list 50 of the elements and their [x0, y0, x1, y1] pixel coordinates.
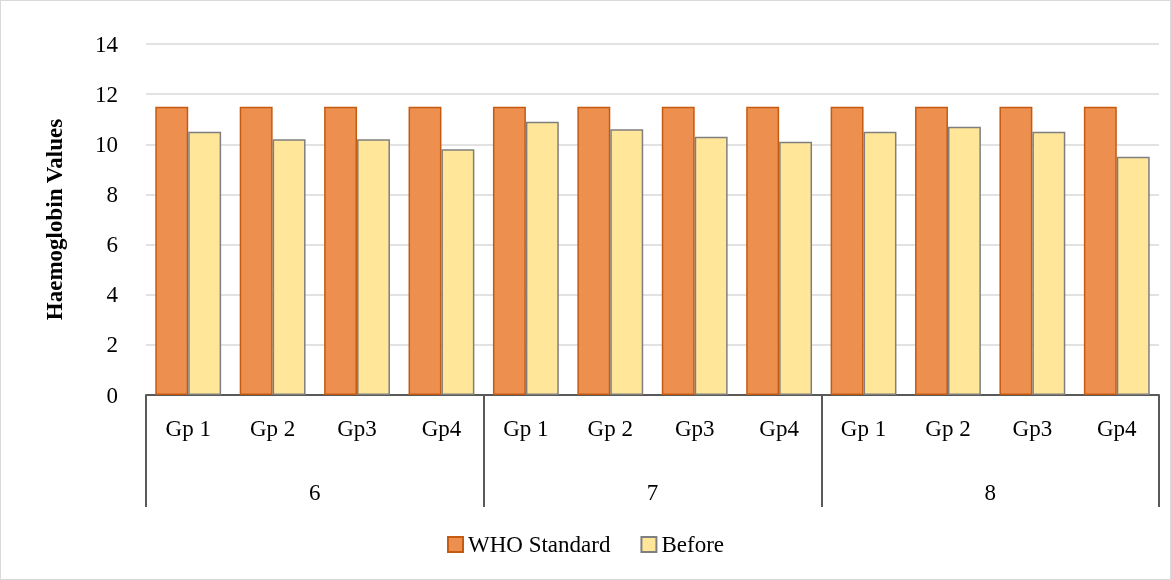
bar: [915, 106, 948, 395]
bar: [779, 141, 813, 395]
y-tick-label: 2: [106, 332, 118, 358]
bar: [577, 106, 611, 395]
text: 6: [309, 480, 321, 505]
y-axis-title: Haemoglobin Values: [42, 118, 67, 321]
bar: [239, 106, 273, 395]
y-tick-label: 12: [95, 81, 118, 107]
y-tick-label: 14: [95, 31, 119, 57]
bar: [408, 106, 442, 395]
bar: [830, 106, 864, 395]
x-tick-label: Gp4: [759, 416, 800, 441]
bar: [863, 131, 897, 395]
x-tick-label: Gp3: [674, 416, 715, 441]
bar: [272, 139, 306, 395]
x-tick-label: Gp 1: [840, 416, 887, 441]
y-tick-label: 10: [95, 131, 118, 157]
text: 7: [646, 480, 659, 505]
x-tick-label: Gp 2: [587, 416, 633, 441]
legend-label: WHO Standard: [467, 532, 611, 557]
x-tick-label: Gp 1: [165, 416, 211, 441]
bar: [610, 129, 644, 395]
x-tick-label: Gp4: [1096, 416, 1138, 441]
x-tick-label: Gp 2: [249, 416, 296, 441]
bar: [694, 136, 728, 395]
bar: [155, 106, 189, 395]
legend-label: Before: [661, 532, 725, 557]
bar: [492, 106, 526, 395]
x-tick-label: Gp3: [1012, 416, 1053, 441]
x-tick-label: Gp 2: [925, 416, 971, 441]
x-tick-label: Gp 1: [503, 416, 549, 441]
bar: [441, 149, 475, 395]
bar: [525, 121, 559, 395]
bar: [324, 106, 358, 395]
bar: [188, 131, 222, 395]
x-tick-label: Gp3: [337, 416, 377, 441]
bar: [746, 106, 780, 395]
text: 8: [984, 480, 996, 505]
bar: [1116, 156, 1150, 395]
bar: [1032, 131, 1066, 395]
y-tick-label: 8: [106, 181, 118, 207]
y-tick-label: 6: [106, 232, 118, 258]
bar: [1083, 106, 1117, 395]
y-tick-label: 4: [106, 282, 119, 308]
bar: [357, 139, 390, 395]
bar: [661, 106, 695, 395]
bar: [947, 126, 981, 395]
y-tick-label: 0: [106, 382, 118, 408]
x-tick-label: Gp4: [421, 416, 462, 441]
bar: [999, 106, 1033, 395]
